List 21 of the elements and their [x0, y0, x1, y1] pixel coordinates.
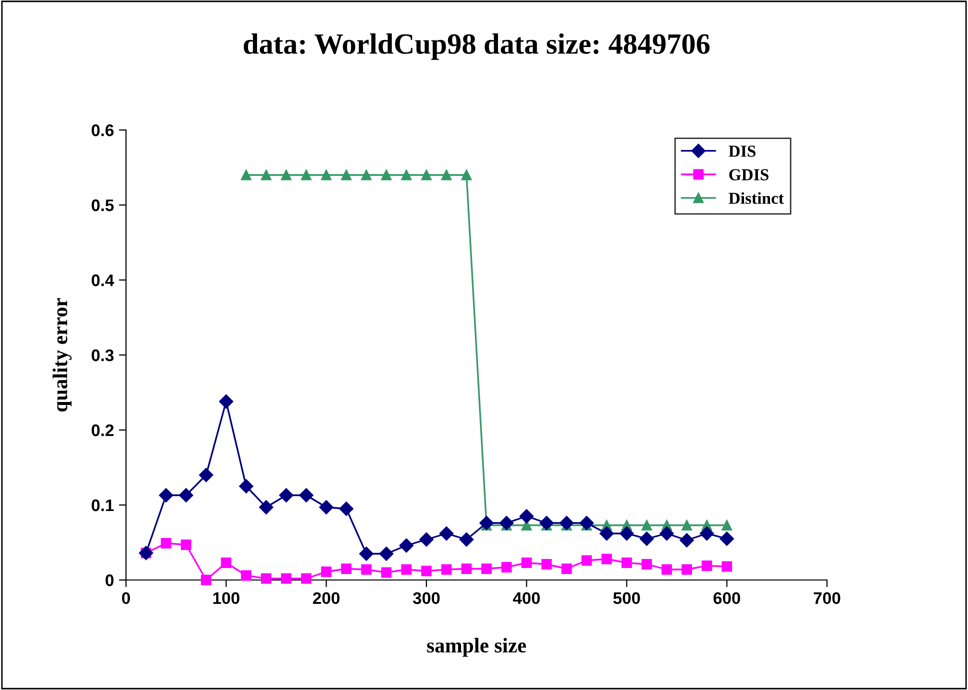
- x-tick-label: 100: [213, 592, 240, 604]
- legend-label: GDIS: [729, 169, 768, 180]
- chart-title: data: WorldCup98 data size: 4849706: [244, 33, 710, 60]
- y-tick-label: 0.5: [92, 199, 114, 212]
- x-tick-label: 0: [122, 592, 130, 604]
- legend-label: Distinct: [728, 192, 784, 204]
- x-axis-title: sample size: [427, 638, 526, 657]
- x-tick-label: 500: [613, 592, 640, 604]
- y-tick-label: 0.1: [92, 499, 114, 512]
- y-tick-label: 0.2: [92, 424, 114, 436]
- x-tick-label: 400: [512, 592, 540, 604]
- x-tick-label: 200: [312, 592, 340, 604]
- y-tick-label: 0: [106, 574, 114, 586]
- y-tick-label: 0.6: [92, 124, 114, 136]
- y-tick-label: 0.4: [92, 274, 114, 286]
- x-tick-label: 300: [412, 592, 440, 604]
- x-tick-label: 600: [714, 592, 740, 604]
- x-tick-label: 700: [814, 592, 840, 604]
- y-tick-label: 0.3: [92, 349, 114, 362]
- legend-label: DIS: [728, 146, 756, 157]
- y-axis-title: quality error: [52, 298, 72, 412]
